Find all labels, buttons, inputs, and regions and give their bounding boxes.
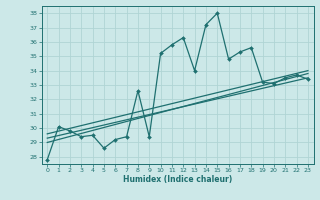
X-axis label: Humidex (Indice chaleur): Humidex (Indice chaleur) [123, 175, 232, 184]
